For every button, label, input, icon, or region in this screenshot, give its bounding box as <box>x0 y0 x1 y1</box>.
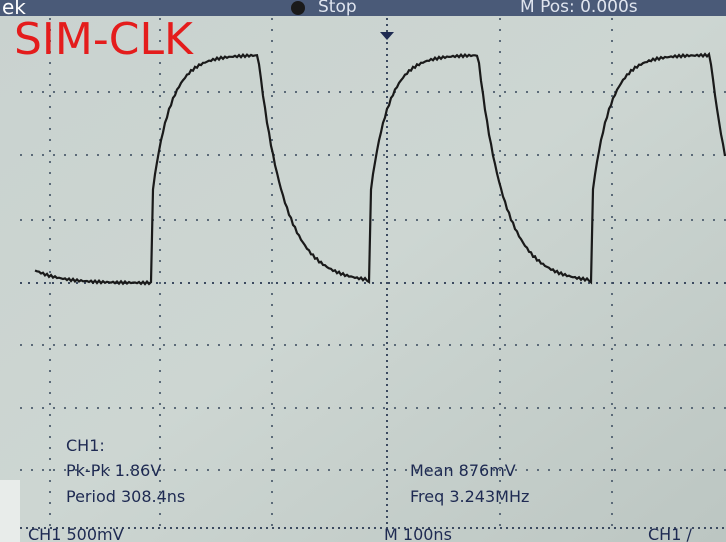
graticule <box>20 18 726 530</box>
meas-period: Period 308.4ns <box>66 487 185 506</box>
top-bar <box>0 0 726 16</box>
trigger-marker <box>380 32 394 40</box>
meas-channel: CH1: <box>66 436 105 455</box>
brand: ek <box>2 0 26 19</box>
waveform <box>34 51 726 286</box>
meas-freq: Freq 3.243MHz <box>410 487 529 506</box>
meas-mean: Mean 876mV <box>410 461 516 480</box>
meas-pkpk: Pk-Pk 1.86V <box>66 461 161 480</box>
overlay-title: SIM-CLK <box>14 14 194 65</box>
trigger-setting: CH1 / <box>648 525 692 542</box>
bezel-edge <box>0 480 20 542</box>
time-scale: M 100ns <box>384 525 452 542</box>
run-indicator <box>291 1 305 15</box>
channel-scale: CH1 500mV <box>28 525 124 542</box>
run-state: Stop <box>318 0 357 17</box>
position: M Pos: 0.000s <box>520 0 638 17</box>
